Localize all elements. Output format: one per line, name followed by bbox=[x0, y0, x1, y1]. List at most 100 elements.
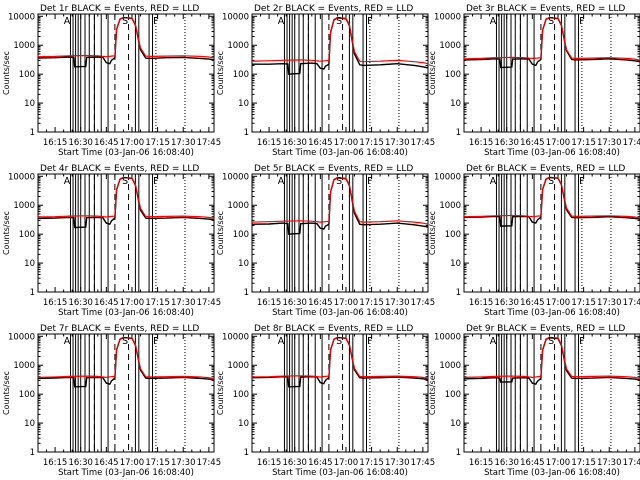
x-tick-label: 16:45 bbox=[520, 138, 545, 148]
y-axis-label: Counts/sec bbox=[216, 371, 225, 415]
x-tick-label: 16:45 bbox=[520, 458, 545, 468]
panel-title: Det 7r BLACK = Events, RED = LLD bbox=[40, 324, 199, 334]
x-tick-label: 16:15 bbox=[257, 458, 282, 468]
y-tick-label: 100 bbox=[233, 230, 249, 240]
x-tick-label: 17:00 bbox=[334, 138, 359, 148]
x-tick-label: 17:15 bbox=[359, 298, 384, 308]
x-tick-label: 17:45 bbox=[197, 458, 222, 468]
x-tick-label: 17:00 bbox=[546, 458, 571, 468]
y-tick-label: 10 bbox=[450, 99, 461, 109]
y-tick-label: 10000 bbox=[8, 332, 35, 342]
annotation-letter: F bbox=[579, 176, 584, 187]
y-tick-label: 1000 bbox=[439, 41, 461, 51]
y-tick-label: 100 bbox=[233, 390, 249, 400]
x-tick-label: 17:30 bbox=[385, 298, 410, 308]
x-tick-label: 17:00 bbox=[334, 298, 359, 308]
x-tick-label: 17:45 bbox=[197, 138, 222, 148]
y-tick-label: 10000 bbox=[8, 172, 35, 182]
annotation-letter: F bbox=[579, 336, 584, 347]
x-tick-label: 16:15 bbox=[43, 298, 68, 308]
series-lld-line bbox=[252, 336, 428, 379]
x-tick-label: 16:30 bbox=[68, 298, 93, 308]
x-tick-label: 17:30 bbox=[171, 298, 196, 308]
x-tick-label: 17:30 bbox=[597, 458, 622, 468]
x-axis-label: Start Time (03-Jan-06 16:08:40) bbox=[484, 148, 620, 158]
annotation-letter: S bbox=[336, 336, 342, 347]
x-tick-label: 16:15 bbox=[257, 138, 282, 148]
y-tick-label: 1000 bbox=[439, 201, 461, 211]
y-tick-label: 1 bbox=[30, 448, 35, 458]
detector-panel-9: 1 10 100 1000 10000 16:15 16:30 16:45 17:00 17:15… bbox=[428, 324, 640, 478]
x-tick-label: 17:30 bbox=[597, 298, 622, 308]
y-axis-label: Counts/sec bbox=[2, 371, 11, 415]
x-tick-label: 16:30 bbox=[68, 138, 93, 148]
y-tick-label: 10000 bbox=[434, 172, 461, 182]
y-tick-label: 10 bbox=[24, 99, 35, 109]
x-tick-label: 17:45 bbox=[411, 298, 436, 308]
detector-panel-2: 1 10 100 1000 10000 16:15 16:30 16:45 17:00 17:15… bbox=[216, 4, 435, 158]
series-lld-line bbox=[464, 336, 640, 379]
y-tick-label: 1 bbox=[30, 128, 35, 138]
x-tick-label: 16:45 bbox=[308, 298, 333, 308]
annotation-letter: S bbox=[548, 176, 554, 187]
x-tick-label: 17:00 bbox=[546, 138, 571, 148]
x-tick-label: 16:45 bbox=[94, 298, 119, 308]
x-tick-label: 17:00 bbox=[120, 458, 145, 468]
series-lld-line bbox=[38, 336, 214, 380]
annotation-letter: S bbox=[122, 16, 128, 27]
plot-frame bbox=[37, 173, 215, 293]
panel-title: Det 6r BLACK = Events, RED = LLD bbox=[466, 164, 625, 174]
x-tick-label: 17:15 bbox=[145, 298, 170, 308]
y-tick-label: 10000 bbox=[222, 332, 249, 342]
x-tick-label: 17:30 bbox=[171, 138, 196, 148]
series-lld-line bbox=[38, 176, 214, 219]
y-tick-label: 10000 bbox=[434, 12, 461, 22]
x-tick-label: 17:45 bbox=[411, 138, 436, 148]
y-tick-label: 1000 bbox=[13, 201, 35, 211]
y-axis-label: Counts/sec bbox=[428, 211, 437, 255]
detector-panel-8: 1 10 100 1000 10000 16:15 16:30 16:45 17:00 17:15… bbox=[216, 324, 435, 478]
y-tick-label: 1 bbox=[244, 128, 249, 138]
plot-frame bbox=[463, 13, 640, 133]
detector-panel-6: 1 10 100 1000 10000 16:15 16:30 16:45 17:00 17:15… bbox=[428, 164, 640, 318]
annotation-letter: F bbox=[153, 176, 158, 187]
y-axis-label: Counts/sec bbox=[428, 51, 437, 95]
x-tick-label: 16:15 bbox=[469, 458, 494, 468]
y-tick-label: 100 bbox=[445, 230, 461, 240]
x-axis-label: Start Time (03-Jan-06 16:08:40) bbox=[484, 468, 620, 478]
y-tick-label: 10 bbox=[450, 259, 461, 269]
x-tick-label: 16:15 bbox=[43, 138, 68, 148]
series-lld-line bbox=[252, 176, 428, 225]
y-tick-label: 1000 bbox=[227, 201, 249, 211]
annotation-letter: S bbox=[336, 16, 342, 27]
detector-panel-5: 1 10 100 1000 10000 16:15 16:30 16:45 17:00 17:15… bbox=[216, 164, 435, 318]
annotation-letter: S bbox=[122, 176, 128, 187]
x-tick-label: 17:30 bbox=[597, 138, 622, 148]
y-tick-label: 100 bbox=[233, 70, 249, 80]
annotation-letter: A bbox=[278, 336, 285, 347]
x-tick-label: 16:45 bbox=[94, 458, 119, 468]
series-lld-line bbox=[464, 176, 640, 219]
x-tick-label: 16:30 bbox=[494, 298, 519, 308]
y-axis-label: Counts/sec bbox=[2, 211, 11, 255]
annotation-letter: F bbox=[153, 336, 158, 347]
y-tick-label: 1 bbox=[244, 448, 249, 458]
annotation-letter: A bbox=[490, 16, 497, 27]
detector-panel-1: 1 10 100 1000 10000 16:15 16:30 16:45 17:00 17:15… bbox=[2, 4, 221, 158]
panel-title: Det 8r BLACK = Events, RED = LLD bbox=[254, 324, 413, 334]
x-axis-label: Start Time (03-Jan-06 16:08:40) bbox=[58, 308, 194, 318]
annotation-letter: A bbox=[490, 176, 497, 187]
panel-title: Det 1r BLACK = Events, RED = LLD bbox=[40, 4, 199, 14]
y-tick-label: 100 bbox=[445, 390, 461, 400]
y-tick-label: 10 bbox=[450, 419, 461, 429]
y-tick-label: 1000 bbox=[439, 361, 461, 371]
x-axis-label: Start Time (03-Jan-06 16:08:40) bbox=[58, 148, 194, 158]
x-tick-label: 17:45 bbox=[411, 458, 436, 468]
plot-frame bbox=[463, 173, 640, 293]
y-axis-label: Counts/sec bbox=[216, 211, 225, 255]
x-tick-label: 17:15 bbox=[145, 458, 170, 468]
plot-frame bbox=[251, 333, 429, 453]
x-axis-label: Start Time (03-Jan-06 16:08:40) bbox=[58, 468, 194, 478]
y-tick-label: 10 bbox=[24, 259, 35, 269]
